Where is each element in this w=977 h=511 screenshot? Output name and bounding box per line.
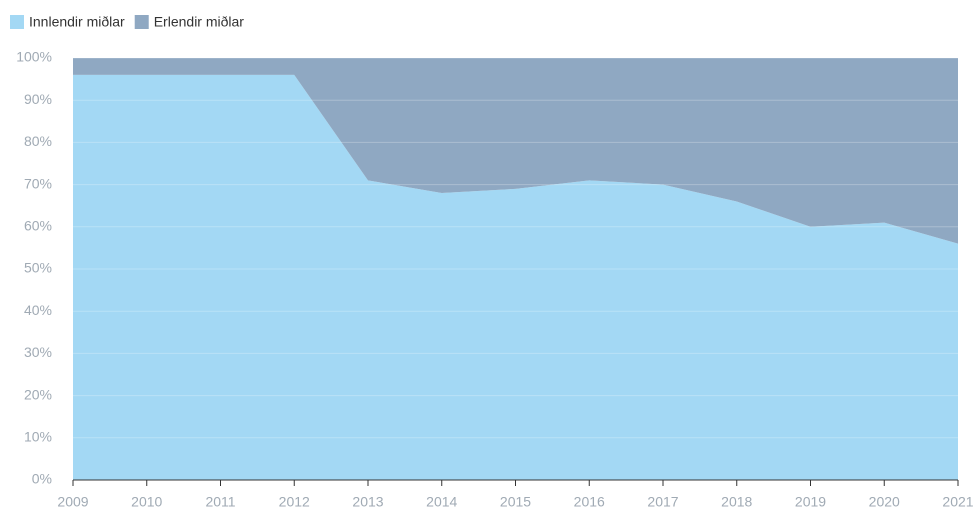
- legend-swatch: [134, 15, 149, 29]
- y-tick-label: 50%: [24, 260, 52, 276]
- y-tick-label: 70%: [24, 175, 52, 191]
- area: [73, 58, 958, 244]
- x-tick-label: 2021: [942, 494, 973, 510]
- y-tick-label: 80%: [24, 133, 52, 149]
- x-tick-label: 2019: [795, 494, 826, 510]
- x-tick-label: 2017: [647, 494, 678, 510]
- x-tick-label: 2015: [500, 494, 531, 510]
- y-tick-label: 40%: [24, 302, 52, 318]
- y-tick-label: 90%: [24, 91, 52, 107]
- legend-swatch: [10, 15, 24, 29]
- area: [73, 74, 958, 480]
- y-tick-label: 100%: [16, 49, 52, 65]
- x-tick-label: 2013: [352, 494, 383, 510]
- y-tick-label: 20%: [24, 386, 52, 402]
- x-tick-label: 2014: [426, 494, 457, 510]
- y-tick-label: 10%: [24, 429, 52, 445]
- legend-label: Erlendir miðlar: [154, 14, 245, 30]
- x-tick-label: 2012: [279, 494, 310, 510]
- x-tick-label: 2011: [205, 494, 235, 510]
- y-tick-label: 60%: [24, 218, 52, 234]
- x-tick-label: 2020: [869, 494, 900, 510]
- x-tick-label: 2009: [57, 494, 88, 510]
- y-tick-label: 30%: [24, 344, 52, 360]
- legend-label: Innlendir miðlar: [29, 14, 125, 30]
- x-tick-label: 2016: [574, 494, 605, 510]
- y-tick-label: 0%: [32, 471, 52, 487]
- x-tick-label: 2018: [721, 494, 752, 510]
- x-tick-label: 2010: [131, 494, 162, 510]
